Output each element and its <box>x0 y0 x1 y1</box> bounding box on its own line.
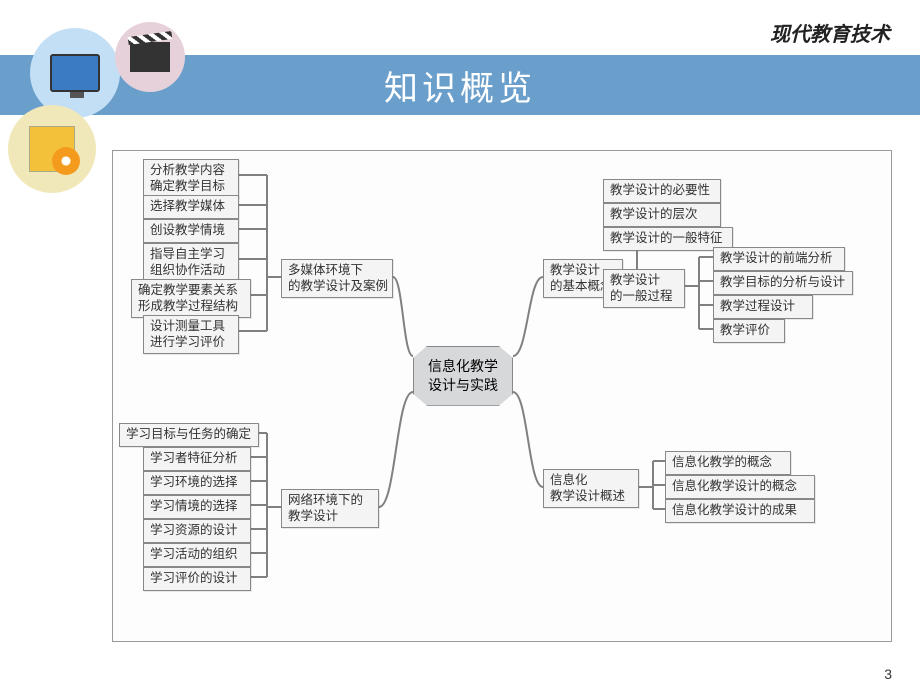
mindmap-node: 确定教学要素关系 形成教学过程结构 <box>131 279 251 318</box>
disc-icon <box>29 126 75 172</box>
mindmap-node: 设计测量工具 进行学习评价 <box>143 315 239 354</box>
mindmap-node: 教学评价 <box>713 319 785 343</box>
mindmap-node: 教学设计的前端分析 <box>713 247 845 271</box>
mindmap-node: 学习资源的设计 <box>143 519 251 543</box>
mindmap-node: 多媒体环境下 的教学设计及案例 <box>281 259 393 298</box>
mindmap-node: 创设教学情境 <box>143 219 239 243</box>
mindmap-node: 教学设计的必要性 <box>603 179 721 203</box>
page-title: 知识概览 <box>384 61 536 110</box>
mindmap-node: 信息化 教学设计概述 <box>543 469 639 508</box>
mindmap-diagram: 信息化教学 设计与实践 多媒体环境下 的教学设计及案例 分析教学内容 确定教学目标选… <box>112 150 892 642</box>
course-title: 现代教育技术 <box>770 18 890 47</box>
mindmap-node: 信息化教学的概念 <box>665 451 791 475</box>
mindmap-node: 教学过程设计 <box>713 295 813 319</box>
decor-circle-media <box>115 22 185 92</box>
decor-circle-disc <box>8 105 96 193</box>
mindmap-node: 信息化教学设计的概念 <box>665 475 815 499</box>
mindmap-node: 选择教学媒体 <box>143 195 239 219</box>
mindmap-node: 学习环境的选择 <box>143 471 251 495</box>
mindmap-node: 学习情境的选择 <box>143 495 251 519</box>
mindmap-node: 教学目标的分析与设计 <box>713 271 853 295</box>
mindmap-node: 分析教学内容 确定教学目标 <box>143 159 239 198</box>
clapperboard-icon <box>130 42 170 72</box>
mindmap-node: 教学设计的层次 <box>603 203 721 227</box>
mindmap-node: 网络环境下的 教学设计 <box>281 489 379 528</box>
mindmap-node: 教学设计 的一般过程 <box>603 269 685 308</box>
mindmap-node: 信息化教学设计的成果 <box>665 499 815 523</box>
mindmap-node: 学习活动的组织 <box>143 543 251 567</box>
mindmap-node: 信息化教学 设计与实践 <box>413 346 513 406</box>
page-number: 3 <box>884 666 892 682</box>
mindmap-node: 学习评价的设计 <box>143 567 251 591</box>
mindmap-node: 学习者特征分析 <box>143 447 251 471</box>
computer-icon <box>50 54 100 92</box>
mindmap-node: 学习目标与任务的确定 <box>119 423 259 447</box>
decor-circle-computer <box>30 28 120 118</box>
mindmap-node: 指导自主学习 组织协作活动 <box>143 243 239 282</box>
